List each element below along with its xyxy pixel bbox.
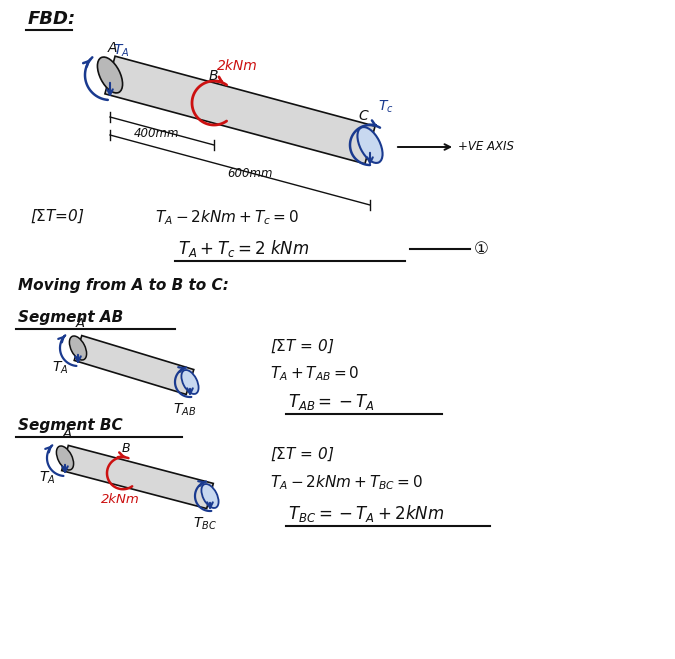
Text: $T_A + T_c = 2$ kNm: $T_A + T_c = 2$ kNm xyxy=(178,238,309,259)
Text: $T_A + T_{AB} = 0$: $T_A + T_{AB} = 0$ xyxy=(270,364,360,383)
Ellipse shape xyxy=(358,127,383,163)
Text: FBD:: FBD: xyxy=(28,10,76,28)
Text: Segment BC: Segment BC xyxy=(18,418,123,433)
Text: $T_{BC} = -T_A + 2kNm$: $T_{BC} = -T_A + 2kNm$ xyxy=(288,503,444,524)
Text: [$\Sigma$T=0]: [$\Sigma$T=0] xyxy=(30,208,84,225)
Text: $T_A$: $T_A$ xyxy=(52,360,68,376)
Ellipse shape xyxy=(182,370,198,394)
Polygon shape xyxy=(105,56,375,164)
Text: $T_{BC}$: $T_{BC}$ xyxy=(193,516,217,532)
Text: 2kNm: 2kNm xyxy=(101,493,140,506)
Text: [$\Sigma$T = 0]: [$\Sigma$T = 0] xyxy=(270,338,334,355)
Text: $T_A$: $T_A$ xyxy=(39,470,55,486)
Polygon shape xyxy=(61,445,213,509)
Ellipse shape xyxy=(97,57,123,93)
Text: $T_{AB}$: $T_{AB}$ xyxy=(173,402,196,418)
Text: 600mm: 600mm xyxy=(227,167,273,180)
Ellipse shape xyxy=(201,484,219,508)
Ellipse shape xyxy=(70,336,86,360)
Text: $T_A$: $T_A$ xyxy=(113,43,130,59)
Text: 400mm: 400mm xyxy=(134,127,180,140)
Ellipse shape xyxy=(57,446,74,470)
Text: B: B xyxy=(122,442,131,455)
Text: A: A xyxy=(76,317,84,330)
Text: A: A xyxy=(62,427,72,440)
Text: A: A xyxy=(107,41,117,55)
Text: $T_A - 2kNm + T_{BC} = 0$: $T_A - 2kNm + T_{BC} = 0$ xyxy=(270,473,423,492)
Text: $T_A - 2kNm + T_c = 0$: $T_A - 2kNm + T_c = 0$ xyxy=(155,208,299,227)
Text: Segment AB: Segment AB xyxy=(18,310,124,325)
Text: [$\Sigma$T = 0]: [$\Sigma$T = 0] xyxy=(270,446,334,463)
Text: $T_c$: $T_c$ xyxy=(378,99,394,115)
Text: B: B xyxy=(209,69,219,83)
Text: 2kNm: 2kNm xyxy=(217,59,258,73)
Text: Moving from A to B to C:: Moving from A to B to C: xyxy=(18,278,229,293)
Text: +VE AXIS: +VE AXIS xyxy=(458,140,514,154)
Text: $T_{AB} = -T_A$: $T_{AB} = -T_A$ xyxy=(288,392,375,412)
Text: ①: ① xyxy=(474,240,489,258)
Polygon shape xyxy=(74,335,194,395)
Text: C: C xyxy=(358,109,368,123)
